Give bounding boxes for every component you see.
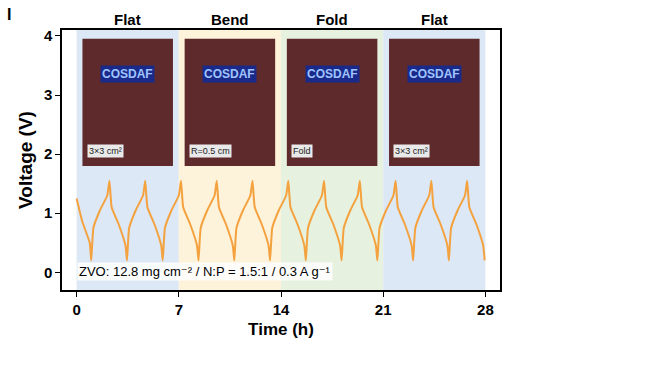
svg-text:Fold: Fold [293, 146, 311, 156]
svg-text:3: 3 [44, 86, 52, 103]
svg-text:I: I [7, 6, 11, 23]
svg-text:0: 0 [44, 264, 52, 281]
svg-text:28: 28 [477, 301, 494, 318]
svg-text:COSDAF: COSDAF [102, 67, 153, 81]
svg-text:Fold: Fold [316, 11, 348, 28]
svg-text:3×3 cm²: 3×3 cm² [89, 146, 122, 156]
svg-text:14: 14 [273, 301, 290, 318]
svg-text:Time (h): Time (h) [248, 320, 314, 339]
svg-text:4: 4 [44, 27, 53, 44]
svg-text:ZVO: 12.8 mg cm⁻² / N:P = 1.5:: ZVO: 12.8 mg cm⁻² / N:P = 1.5:1 / 0.3 A … [79, 264, 331, 279]
svg-text:2: 2 [44, 145, 52, 162]
svg-text:0: 0 [72, 301, 80, 318]
svg-text:3×3 cm²: 3×3 cm² [395, 146, 428, 156]
svg-text:7: 7 [175, 301, 183, 318]
svg-text:R=0.5 cm: R=0.5 cm [191, 146, 230, 156]
svg-text:COSDAF: COSDAF [409, 67, 460, 81]
svg-text:1: 1 [44, 204, 52, 221]
svg-text:Bend: Bend [211, 11, 249, 28]
svg-text:COSDAF: COSDAF [307, 67, 358, 81]
svg-text:Flat: Flat [114, 11, 141, 28]
svg-text:Voltage (V): Voltage (V) [15, 111, 36, 209]
svg-text:Flat: Flat [421, 11, 448, 28]
svg-text:21: 21 [375, 301, 392, 318]
svg-text:COSDAF: COSDAF [204, 67, 255, 81]
